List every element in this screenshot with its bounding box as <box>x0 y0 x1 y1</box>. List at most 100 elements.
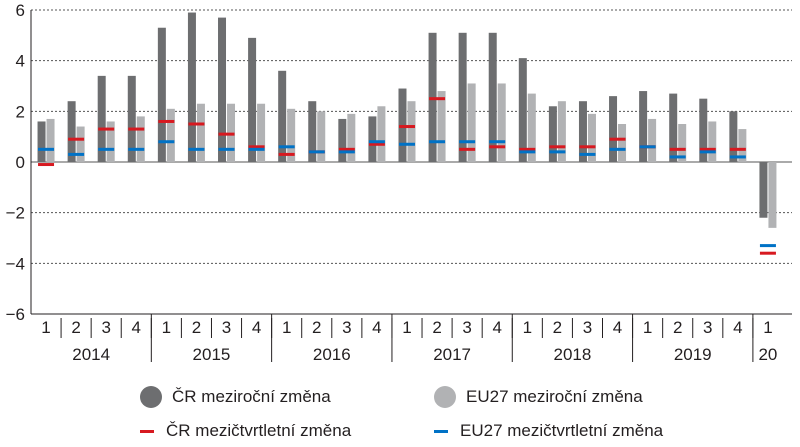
year-label: 2016 <box>313 345 351 364</box>
bar-eu-yoy <box>618 124 627 162</box>
marker-eu-qoq <box>218 147 235 151</box>
marker-eu-qoq <box>549 150 566 154</box>
marker-eu-qoq <box>248 147 265 151</box>
marker-eu-qoq <box>38 147 55 151</box>
x-tick-label: 1 <box>162 318 171 337</box>
marker-eu-qoq <box>489 140 506 144</box>
marker-cr-qoq <box>579 145 596 149</box>
bar-eu-yoy <box>136 116 145 162</box>
x-tick-label: 2 <box>553 318 562 337</box>
bar-eu-yoy <box>557 101 566 162</box>
marker-cr-qoq <box>368 142 385 146</box>
marker-eu-qoq <box>579 152 596 156</box>
bar-cr-yoy <box>338 118 347 162</box>
marker-eu-qoq <box>188 147 205 151</box>
bar-eu-yoy <box>497 83 506 162</box>
x-tick-label: 1 <box>763 318 772 337</box>
bar-eu-yoy <box>347 113 356 162</box>
marker-cr-qoq <box>158 119 175 123</box>
x-tick-label: 2 <box>673 318 682 337</box>
marker-eu-qoq <box>98 147 115 151</box>
x-tick-label: 3 <box>462 318 471 337</box>
marker-cr-qoq <box>128 127 145 131</box>
bar-eu-yoy <box>46 118 55 162</box>
marker-eu-qoq <box>308 150 325 154</box>
x-tick-label: 4 <box>733 318 742 337</box>
year-label: 2015 <box>193 345 231 364</box>
bar-eu-yoy <box>76 126 85 162</box>
x-tick-label: 1 <box>282 318 291 337</box>
marker-cr-qoq <box>398 125 415 129</box>
marker-eu-qoq <box>68 152 85 156</box>
bar-eu-yoy <box>257 103 266 162</box>
bar-cr-yoy <box>458 32 467 162</box>
bar-cr-yoy <box>699 98 708 162</box>
bar-eu-yoy <box>287 108 296 162</box>
year-label: 20 <box>758 345 777 364</box>
bar-eu-yoy <box>708 121 717 162</box>
marker-eu-qoq <box>669 155 686 159</box>
x-tick-label: 2 <box>432 318 441 337</box>
x-tick-label: 4 <box>492 318 501 337</box>
bar-cr-yoy <box>639 91 648 162</box>
marker-cr-qoq <box>248 145 265 149</box>
x-tick-label: 4 <box>252 318 261 337</box>
marker-cr-qoq <box>98 127 115 131</box>
marker-cr-qoq <box>759 251 776 255</box>
bar-eu-yoy <box>467 83 476 162</box>
year-label: 2017 <box>433 345 471 364</box>
bar-eu-yoy <box>587 113 596 162</box>
marker-eu-qoq <box>398 142 415 146</box>
x-tick-label: 4 <box>132 318 141 337</box>
marker-cr-qoq <box>609 137 626 141</box>
y-tick-label: 2 <box>16 102 25 121</box>
y-tick-label: 0 <box>16 153 25 172</box>
marker-eu-qoq <box>278 145 295 149</box>
marker-eu-qoq <box>519 150 536 154</box>
bar-cr-yoy <box>278 70 287 162</box>
bar-eu-yoy <box>738 129 747 162</box>
bar-eu-yoy <box>527 93 536 162</box>
x-tick-label: 1 <box>523 318 532 337</box>
year-label: 2018 <box>554 345 592 364</box>
bar-cr-yoy <box>368 116 377 162</box>
bar-eu-yoy <box>166 108 175 162</box>
y-tick-label: 4 <box>16 52 25 71</box>
marker-eu-qoq <box>609 147 626 151</box>
x-tick-label: 1 <box>402 318 411 337</box>
bar-eu-yoy <box>768 162 777 228</box>
bar-cr-yoy <box>518 58 527 163</box>
x-tick-label: 1 <box>643 318 652 337</box>
marker-cr-qoq <box>669 147 686 151</box>
marker-cr-qoq <box>68 137 85 141</box>
marker-eu-qoq <box>368 140 385 144</box>
y-tick-label: −6 <box>6 305 25 324</box>
bar-cr-yoy <box>548 106 557 162</box>
bar-eu-yoy <box>317 111 326 162</box>
y-tick-label: −4 <box>6 254 25 273</box>
x-tick-label: 2 <box>192 318 201 337</box>
bar-cr-yoy <box>308 101 317 162</box>
x-tick-label: 2 <box>71 318 80 337</box>
bar-cr-yoy <box>97 75 106 162</box>
marker-cr-qoq <box>519 147 536 151</box>
marker-cr-qoq <box>38 163 55 167</box>
bar-cr-yoy <box>609 96 618 162</box>
bar-eu-yoy <box>678 124 687 162</box>
bar-cr-yoy <box>759 162 768 218</box>
bar-eu-yoy <box>437 91 446 162</box>
marker-eu-qoq <box>429 140 446 144</box>
marker-cr-qoq <box>278 152 295 156</box>
year-label: 2019 <box>674 345 712 364</box>
bar-cr-yoy <box>127 75 136 162</box>
marker-cr-qoq <box>549 145 566 149</box>
marker-cr-qoq <box>699 147 716 151</box>
bar-eu-yoy <box>196 103 205 162</box>
marker-cr-qoq <box>429 97 446 101</box>
x-tick-label: 3 <box>222 318 231 337</box>
bar-cr-yoy <box>729 111 738 162</box>
x-tick-label: 1 <box>41 318 50 337</box>
bar-cr-yoy <box>218 17 227 162</box>
marker-eu-qoq <box>128 147 145 151</box>
marker-eu-qoq <box>639 145 656 149</box>
